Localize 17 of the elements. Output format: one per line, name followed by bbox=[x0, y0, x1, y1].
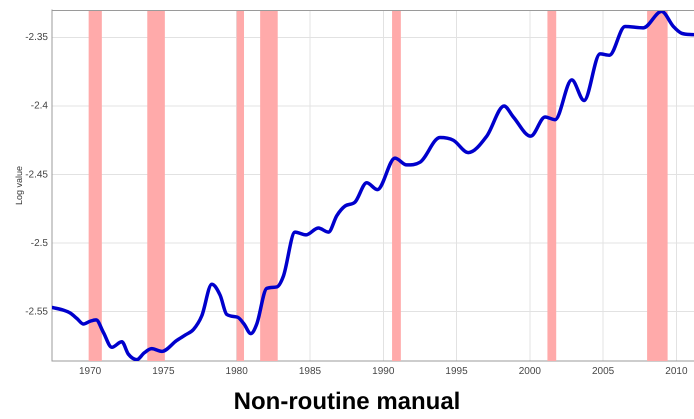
y-tick-label: -2.45 bbox=[25, 169, 48, 180]
x-tick-label: 2010 bbox=[665, 366, 688, 377]
y-axis-title: Log value bbox=[14, 166, 24, 206]
x-tick-label: 1990 bbox=[372, 366, 395, 377]
x-tick-label: 1975 bbox=[152, 366, 175, 377]
x-tick-label: 1985 bbox=[298, 366, 322, 377]
x-tick-label: 2005 bbox=[592, 366, 615, 377]
x-tick-label: 1970 bbox=[78, 366, 102, 377]
x-tick-label: 1980 bbox=[226, 366, 248, 377]
x-tick-label: 2000 bbox=[518, 366, 542, 377]
y-tick-label: -2.5 bbox=[30, 238, 48, 249]
x-tick-label: 1995 bbox=[445, 366, 468, 377]
y-tick-label: -2.35 bbox=[25, 32, 48, 44]
y-tick-label: -2.4 bbox=[30, 100, 48, 112]
y-tick-label: -2.55 bbox=[25, 306, 48, 318]
text: Non-routine manual bbox=[234, 388, 460, 416]
line-series bbox=[52, 10, 694, 361]
